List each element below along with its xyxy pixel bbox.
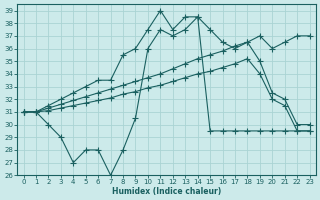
X-axis label: Humidex (Indice chaleur): Humidex (Indice chaleur) [112, 187, 221, 196]
